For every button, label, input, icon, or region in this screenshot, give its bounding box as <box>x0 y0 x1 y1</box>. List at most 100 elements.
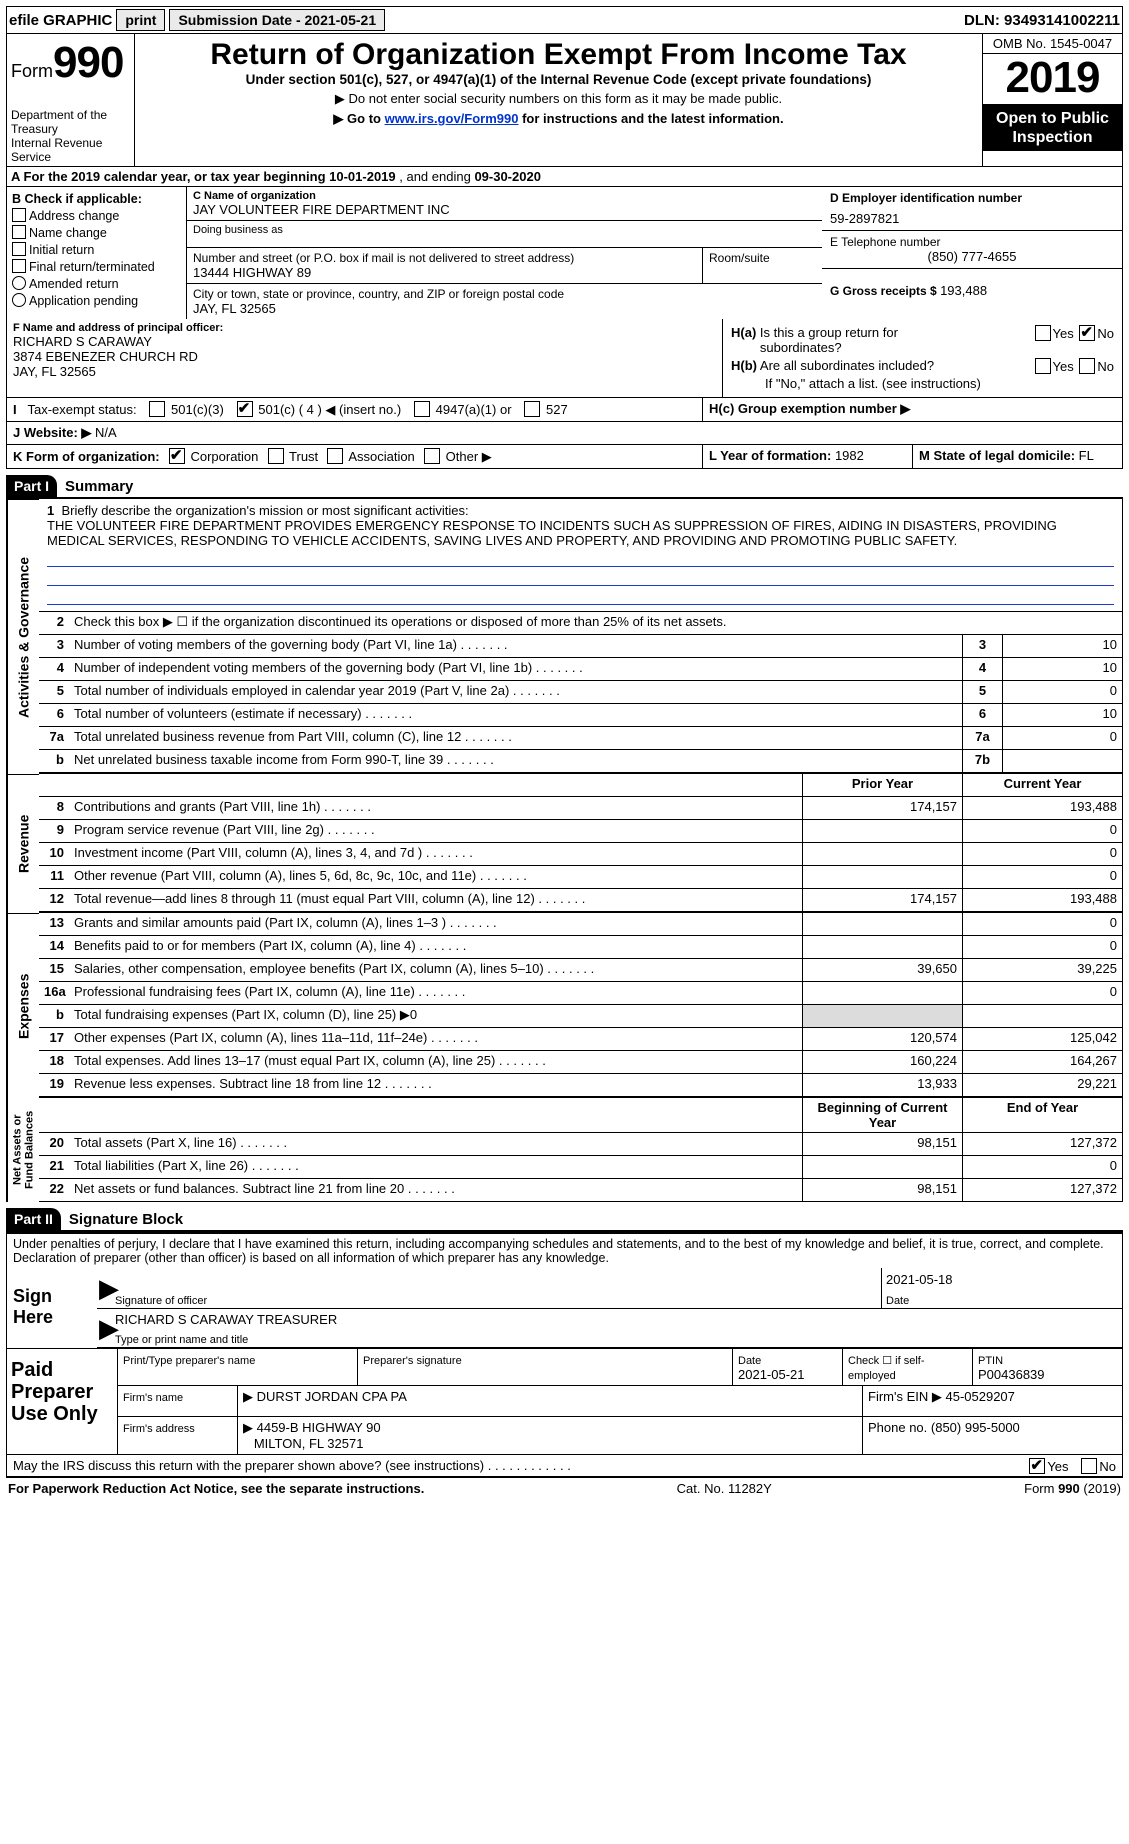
expense-row: 17Other expenses (Part IX, column (A), l… <box>39 1028 1122 1051</box>
chk-application-pending[interactable] <box>12 293 26 307</box>
signature-block: Under penalties of perjury, I declare th… <box>6 1232 1123 1455</box>
hb-no[interactable] <box>1079 358 1095 374</box>
side-activities-governance: Activities & Governance <box>7 499 39 774</box>
chk-address-change[interactable] <box>12 208 26 222</box>
chk-501c[interactable] <box>237 401 253 417</box>
header-mid: Return of Organization Exempt From Incom… <box>135 34 982 166</box>
col-h-group: H(a) Is this a group return for Yes No s… <box>722 319 1122 397</box>
city-state-zip: JAY, FL 32565 <box>193 301 816 316</box>
discuss-yes[interactable] <box>1029 1458 1045 1474</box>
chk-initial-return[interactable] <box>12 242 26 256</box>
expense-row: bTotal fundraising expenses (Part IX, co… <box>39 1005 1122 1028</box>
part2-tag: Part II <box>6 1208 61 1230</box>
chk-association[interactable] <box>327 448 343 464</box>
officer-addr1: 3874 EBENEZER CHURCH RD <box>13 349 716 364</box>
chk-trust[interactable] <box>268 448 284 464</box>
dln: DLN: 93493141002211 <box>964 12 1120 29</box>
preparer-date: 2021-05-21 <box>738 1367 805 1382</box>
subtitle-1: Under section 501(c), 527, or 4947(a)(1)… <box>143 72 974 87</box>
gov-row: 4Number of independent voting members of… <box>39 658 1122 681</box>
ha-no[interactable] <box>1079 325 1095 341</box>
officer-name-line: ▶ RICHARD S CARAWAY TREASURERType or pri… <box>97 1309 1122 1348</box>
print-button[interactable]: print <box>116 9 165 31</box>
part1-tag: Part I <box>6 475 57 497</box>
signature-date: 2021-05-18 <box>886 1272 953 1287</box>
block-bcd: B Check if applicable: Address change Na… <box>6 187 1123 319</box>
expense-row: 18Total expenses. Add lines 13–17 (must … <box>39 1051 1122 1074</box>
q1-mission: 1 Briefly describe the organization's mi… <box>39 499 1122 612</box>
signature-declaration: Under penalties of perjury, I declare th… <box>7 1234 1122 1268</box>
gov-row: bNet unrelated business taxable income f… <box>39 750 1122 773</box>
paid-preparer-block: Paid Preparer Use Only Print/Type prepar… <box>7 1348 1122 1454</box>
page-footer: For Paperwork Reduction Act Notice, see … <box>6 1477 1123 1499</box>
discuss-no[interactable] <box>1081 1458 1097 1474</box>
firm-address: 4459-B HIGHWAY 90 <box>257 1420 381 1435</box>
tel-value: (850) 777-4655 <box>830 249 1114 264</box>
paid-preparer-label: Paid Preparer Use Only <box>7 1349 117 1454</box>
omb-number: OMB No. 1545-0047 <box>983 34 1122 54</box>
subtitle-2: ▶ Do not enter social security numbers o… <box>143 91 974 107</box>
chk-4947[interactable] <box>414 401 430 417</box>
chk-501c3[interactable] <box>149 401 165 417</box>
subtitle-3: ▶ Go to www.irs.gov/Form990 for instruct… <box>143 111 974 127</box>
street-address: 13444 HIGHWAY 89 <box>193 265 696 280</box>
gross-label: G Gross receipts $ <box>830 284 940 298</box>
self-employed-check: Check ☐ if self-employed <box>848 1355 925 1382</box>
chk-amended-return[interactable] <box>12 276 26 290</box>
revenue-row: 9Program service revenue (Part VIII, lin… <box>39 820 1122 843</box>
side-revenue: Revenue <box>7 774 39 913</box>
col-d-ids: D Employer identification number 59-2897… <box>822 187 1122 319</box>
header-right: OMB No. 1545-0047 2019 Open to Public In… <box>982 34 1122 166</box>
hb-yes[interactable] <box>1035 358 1051 374</box>
expense-row: 16aProfessional fundraising fees (Part I… <box>39 982 1122 1005</box>
block-fh: F Name and address of principal officer:… <box>6 319 1123 398</box>
sign-here-label: Sign Here <box>7 1268 97 1348</box>
dba-label: Doing business as <box>193 224 816 236</box>
tax-year: 2019 <box>983 54 1122 105</box>
officer-label: F Name and address of principal officer: <box>13 322 716 334</box>
hb-row: H(b) Are all subordinates included? Yes … <box>731 358 1114 373</box>
submission-date-box: Submission Date - 2021-05-21 <box>169 9 385 31</box>
chk-name-change[interactable] <box>12 225 26 239</box>
rev-header: Prior Year Current Year <box>39 774 1122 797</box>
chk-corporation[interactable] <box>169 448 185 464</box>
ha-yes[interactable] <box>1035 325 1051 341</box>
net-header: Beginning of Current Year End of Year <box>39 1098 1122 1133</box>
row-j-website: J Website: ▶ N/A <box>6 422 1123 445</box>
efile-label: efile GRAPHIC <box>9 12 112 29</box>
firm-phone: (850) 995-5000 <box>931 1420 1020 1435</box>
expense-row: 14Benefits paid to or for members (Part … <box>39 936 1122 959</box>
officer-printed-name: RICHARD S CARAWAY TREASURER <box>115 1312 337 1327</box>
preparer-row2: Firm's name ▶ DURST JORDAN CPA PA Firm's… <box>117 1386 1122 1417</box>
chk-other[interactable] <box>424 448 440 464</box>
mission-text: THE VOLUNTEER FIRE DEPARTMENT PROVIDES E… <box>47 518 1057 548</box>
col-b-header: B Check if applicable: <box>12 192 181 206</box>
cat-number: Cat. No. 11282Y <box>677 1481 772 1496</box>
instructions-link[interactable]: www.irs.gov/Form990 <box>385 111 519 126</box>
ein-label: D Employer identification number <box>830 191 1114 205</box>
chk-527[interactable] <box>524 401 540 417</box>
net-row: 21Total liabilities (Part X, line 26)0 <box>39 1156 1122 1179</box>
net-row: 20Total assets (Part X, line 16)98,15112… <box>39 1133 1122 1156</box>
form-of-org: K Form of organization: Corporation Trus… <box>7 445 702 468</box>
part1-bar: Part I Summary <box>6 469 1123 499</box>
header-left: Form990 Department of the Treasury Inter… <box>7 34 135 166</box>
preparer-row3: Firm's address ▶ 4459-B HIGHWAY 90 MILTO… <box>117 1417 1122 1454</box>
side-net-assets: Net Assets orFund Balances <box>7 1098 39 1202</box>
form-header: Form990 Department of the Treasury Inter… <box>6 34 1123 167</box>
gov-row: 7aTotal unrelated business revenue from … <box>39 727 1122 750</box>
gov-row: 6Total number of volunteers (estimate if… <box>39 704 1122 727</box>
open-to-public: Open to Public Inspection <box>983 105 1122 151</box>
officer-signature-line: ▶ Signature of officer 2021-05-18Date <box>97 1268 1122 1309</box>
firm-ein: 45-0529207 <box>945 1389 1014 1404</box>
firm-name: DURST JORDAN CPA PA <box>257 1389 407 1404</box>
part2-bar: Part II Signature Block <box>6 1202 1123 1232</box>
addr-label: Number and street (or P.O. box if mail i… <box>193 251 696 265</box>
form-ref: Form 990 (2019) <box>1024 1481 1121 1496</box>
q2-row: 2Check this box ▶ ☐ if the organization … <box>39 612 1122 635</box>
chk-final-return[interactable] <box>12 259 26 273</box>
revenue-row: 12Total revenue—add lines 8 through 11 (… <box>39 889 1122 912</box>
col-b-checkboxes: B Check if applicable: Address change Na… <box>7 187 187 319</box>
expense-row: 13Grants and similar amounts paid (Part … <box>39 913 1122 936</box>
part1-title: Summary <box>57 476 141 497</box>
